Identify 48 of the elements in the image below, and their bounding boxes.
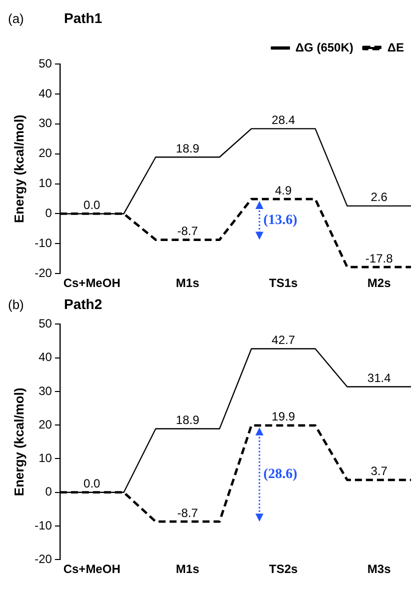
y-tick-label: -10 <box>34 236 52 250</box>
data-label: 28.4 <box>272 112 296 127</box>
x-tick-label: M1s <box>176 562 200 576</box>
y-tick-label: 50 <box>38 316 52 331</box>
legend-label: ΔE <box>387 40 404 54</box>
y-tick-label: 40 <box>38 86 52 100</box>
text: (b) <box>8 296 25 312</box>
y-tick-label: 0 <box>45 484 52 499</box>
y-tick-label: -20 <box>34 266 52 280</box>
x-tick-label: TS1s <box>269 276 298 290</box>
y-tick-label: 0 <box>45 206 52 220</box>
data-label: 18.9 <box>176 141 200 156</box>
data-label: 0.0 <box>84 476 101 491</box>
data-label: 4.9 <box>275 183 292 198</box>
x-tick-label: M3s <box>367 562 392 576</box>
y-tick-label: 20 <box>38 146 52 160</box>
data-label: 0.0 <box>84 198 101 212</box>
y-tick-label: 40 <box>38 350 52 364</box>
data-label: -8.7 <box>177 224 198 238</box>
x-tick-label: M1s <box>176 276 200 290</box>
data-label: 3.7 <box>370 464 388 478</box>
data-label: -17.8 <box>365 251 394 266</box>
y-tick-label: 10 <box>38 176 52 190</box>
text: (a) <box>8 10 25 26</box>
y-axis-title: Energy (kcal/mol) <box>11 114 26 223</box>
chart-title: Path1 <box>64 10 102 26</box>
y-tick-label: -10 <box>34 518 52 532</box>
y-tick-label: 20 <box>38 417 52 432</box>
annotation: (28.6) <box>263 467 298 482</box>
data-label: 18.9 <box>176 413 200 428</box>
data-label: 2.6 <box>370 190 388 204</box>
data-label: 19.9 <box>272 410 296 424</box>
y-tick-label: 30 <box>38 116 52 130</box>
data-label: 42.7 <box>272 333 296 348</box>
legend-label: ΔG (650K) <box>295 40 354 54</box>
data-label: 31.4 <box>367 371 392 386</box>
x-tick-label: Cs+MeOH <box>63 276 120 290</box>
chart-title: Path2 <box>64 296 102 312</box>
y-tick-label: 30 <box>38 384 52 398</box>
x-tick-label: M2s <box>367 276 392 290</box>
y-axis-title: Energy (kcal/mol) <box>11 388 26 496</box>
y-tick-label: 50 <box>38 56 52 70</box>
y-tick-label: -20 <box>34 552 52 566</box>
annotation: (13.6) <box>263 213 298 228</box>
data-label: -8.7 <box>177 506 198 520</box>
y-tick-label: 10 <box>38 451 52 466</box>
x-tick-label: TS2s <box>269 562 298 576</box>
x-tick-label: Cs+MeOH <box>63 562 120 576</box>
